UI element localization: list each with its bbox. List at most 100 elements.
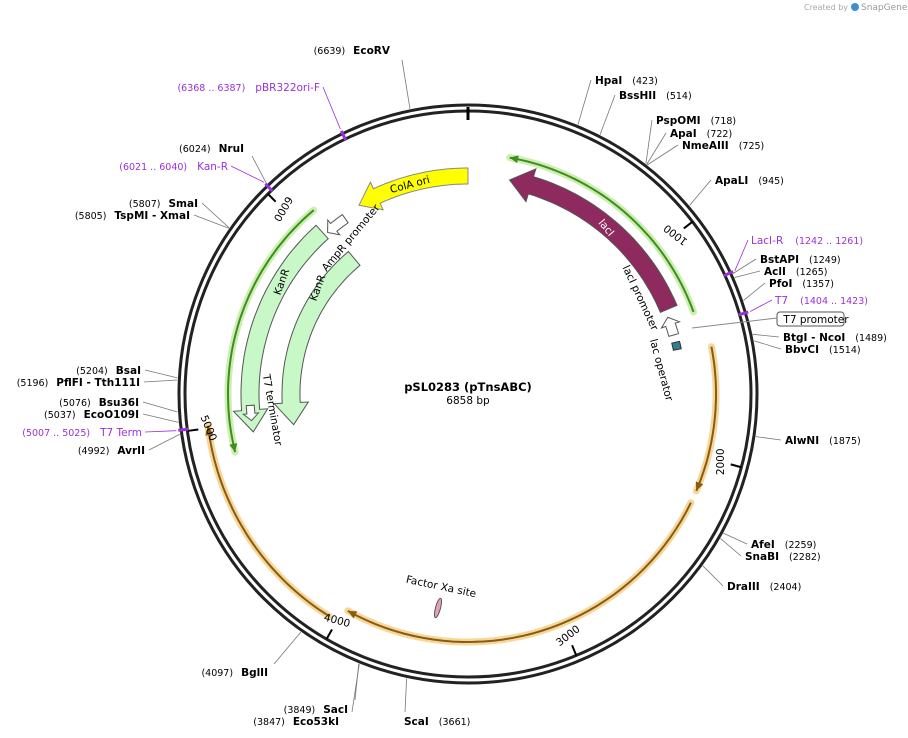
enzyme-label: (4097) BglII [201,667,268,679]
feature [232,224,329,433]
enzyme-label: (5807) SmaI [129,198,198,210]
enzyme-leader [723,532,748,545]
enzyme-label: BssHII (514) [619,90,692,102]
feature [508,168,678,313]
feature [272,250,361,426]
enzyme-position: (5037) [44,410,76,421]
enzyme-label: BstAPI (1249) [760,254,841,266]
enzyme-label: PspOMI (718) [656,115,736,127]
enzyme-label: PfoI (1357) [769,278,834,290]
enzyme-leader [689,179,712,206]
primer-name: pBR322ori-F [255,82,320,94]
enzyme-position: (3661) [439,717,471,728]
enzyme-label: BbvCI (1514) [785,344,861,356]
enzyme-leader [142,413,179,423]
enzyme-label: NmeAIII (725) [682,140,764,152]
enzyme-position: (5807) [129,199,161,210]
enzyme-position: (5196) [17,378,49,389]
enzyme-position: (945) [758,176,784,187]
feature-label: Factor Xa site [405,574,477,601]
primer-label: (6368 .. 6387) pBR322ori-F [177,82,320,94]
enzyme-position: (1249) [809,255,841,266]
backbone-outer [177,103,759,685]
enzyme-position: (2259) [785,540,817,551]
ruler-label: 5000 [198,414,219,443]
enzyme-label: HpaI (423) [595,75,658,87]
enzyme-label: (5204) BsaI [76,365,141,377]
enzyme-leader [201,202,230,229]
feature [433,597,443,619]
enzyme-leader [734,270,761,278]
enzyme-label: (5037) EcoO109I [44,409,139,421]
enzyme-label: (5805) TspMI - XmaI [75,210,190,222]
primer-site [723,270,734,278]
ruler-label: 6000 [271,194,295,223]
enzyme-leader [142,401,178,413]
enzyme-position: (423) [632,76,658,87]
enzyme-position: (1875) [829,436,861,447]
ruler-tick [571,644,578,656]
enzyme-name: SmaI [169,198,199,210]
enzyme-name: BstAPI [760,254,799,266]
enzyme-leader [273,631,302,665]
plasmid-name: pSL0283 (pTnsABC) [404,380,532,394]
enzyme-label: ScaI (3661) [404,716,470,728]
enzyme-leader [646,132,667,165]
ruler-tick [730,463,742,469]
enzyme-leader [732,258,757,274]
enzyme-name: BsaI [116,365,141,377]
enzyme-label: (6024) NruI [179,143,244,155]
enzyme-position: (6024) [179,144,211,155]
enzyme-leader [251,155,268,185]
enzyme-position: (722) [707,129,733,140]
enzyme-position: (514) [666,91,692,102]
ruler-tick [187,428,199,432]
enzyme-label: (6639) EcoRV [314,45,391,57]
enzyme-label: (5196) PflFI - Tth111I [17,377,140,389]
primer-label: (6021 .. 6040) Kan-R [119,161,228,173]
feature-highlight [226,209,315,453]
enzyme-leader [577,79,592,125]
enzyme-name: BglII [241,667,268,679]
feature-highlight-head [229,443,238,453]
feature-highlight-glow [204,422,333,620]
ruler-tick [325,629,333,640]
enzyme-position: (3849) [284,705,316,716]
primer-range: (5007 .. 5025) [22,428,90,439]
enzyme-position: (2282) [789,552,821,563]
enzyme-leader [752,333,780,338]
feature-highlight-head [695,481,704,491]
feature [358,167,469,211]
enzyme-leader [702,565,724,587]
primer-label: (5007 .. 5025) T7 Term [22,427,142,439]
enzyme-label: BtgI - NcoI (1489) [783,332,887,344]
feature-highlight [695,346,717,492]
enzyme-leader [193,214,229,229]
enzyme-label: AlwNI (1875) [785,435,861,447]
enzyme-name: NmeAIII [682,140,729,152]
enzyme-name: SacI [323,704,348,716]
ruler-label: 1000 [662,222,691,248]
enzyme-position: (5076) [59,398,91,409]
enzyme-name: ApaLI [715,175,748,187]
enzyme-position: (1357) [802,279,834,290]
enzyme-position: (3847) [253,717,285,728]
brand-logo [851,3,859,11]
feature-highlight [207,425,330,618]
enzyme-name: ApaI [670,128,697,140]
enzyme-label: ApaI (722) [670,128,732,140]
enzyme-leader [753,340,782,350]
enzyme-position: (1514) [829,345,861,356]
enzyme-leader [148,433,180,451]
primer-leader [734,239,749,271]
enzyme-name: Bsu36I [99,397,139,409]
enzyme-name: BtgI - NcoI [783,332,845,344]
feature-highlight-head [205,425,214,436]
enzyme-name: SnaBI [745,551,779,563]
feature-highlight-glow [692,343,720,495]
enzyme-name: PspOMI [656,115,701,127]
primer-leader [230,165,265,183]
enzyme-name: TspMI - XmaI [114,210,190,222]
enzyme-position: (2404) [770,582,802,593]
